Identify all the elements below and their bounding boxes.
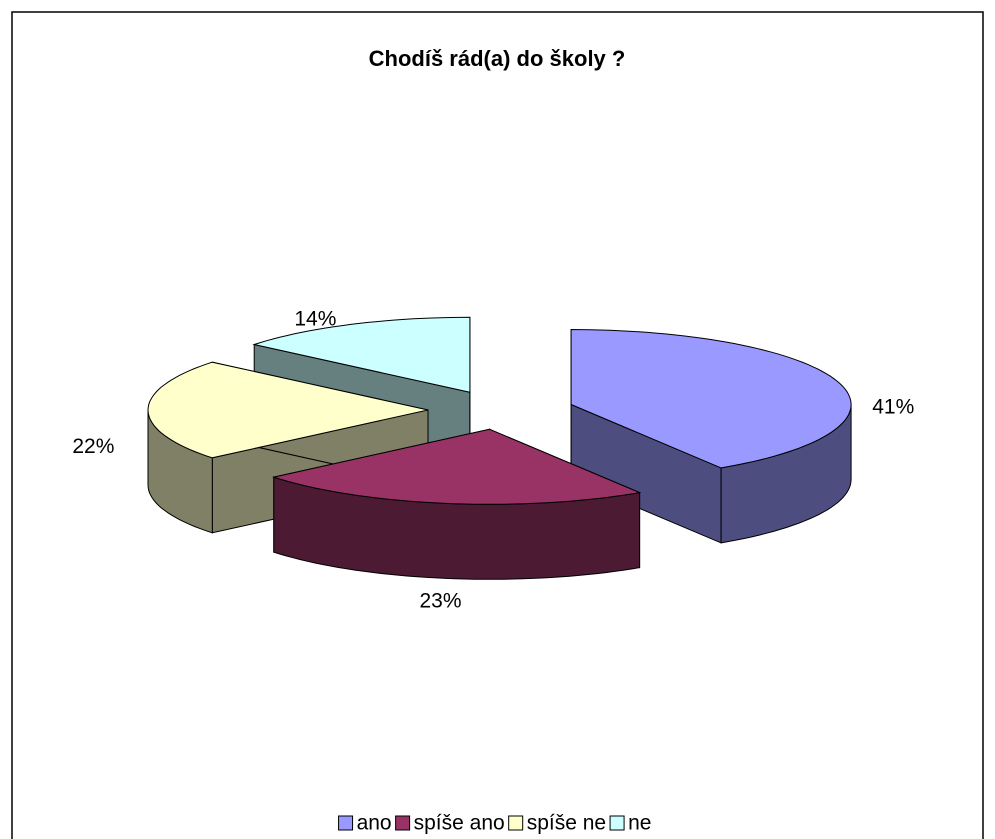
legend-label: spíše ano (414, 812, 505, 835)
data-label: 41% (872, 396, 914, 419)
legend-swatch (338, 815, 354, 831)
slice-top (271, 428, 642, 505)
slice-top (147, 361, 429, 459)
legend-label: spíše ne (527, 812, 606, 835)
data-label: 23% (420, 589, 462, 612)
legend-label: ano (357, 812, 392, 835)
chart-title: Chodíš rád(a) do školy ? (369, 46, 626, 71)
data-label: 14% (294, 307, 336, 330)
legend-swatch (395, 815, 411, 831)
legend-swatch (508, 815, 524, 831)
legend-label: ne (628, 812, 651, 835)
pie-slice (147, 361, 429, 534)
data-label: 22% (72, 435, 114, 458)
slice-top (252, 316, 471, 393)
pie-slice (271, 428, 642, 580)
legend-swatch (609, 815, 625, 831)
pie-slice (570, 328, 852, 544)
slice-top (570, 328, 852, 469)
